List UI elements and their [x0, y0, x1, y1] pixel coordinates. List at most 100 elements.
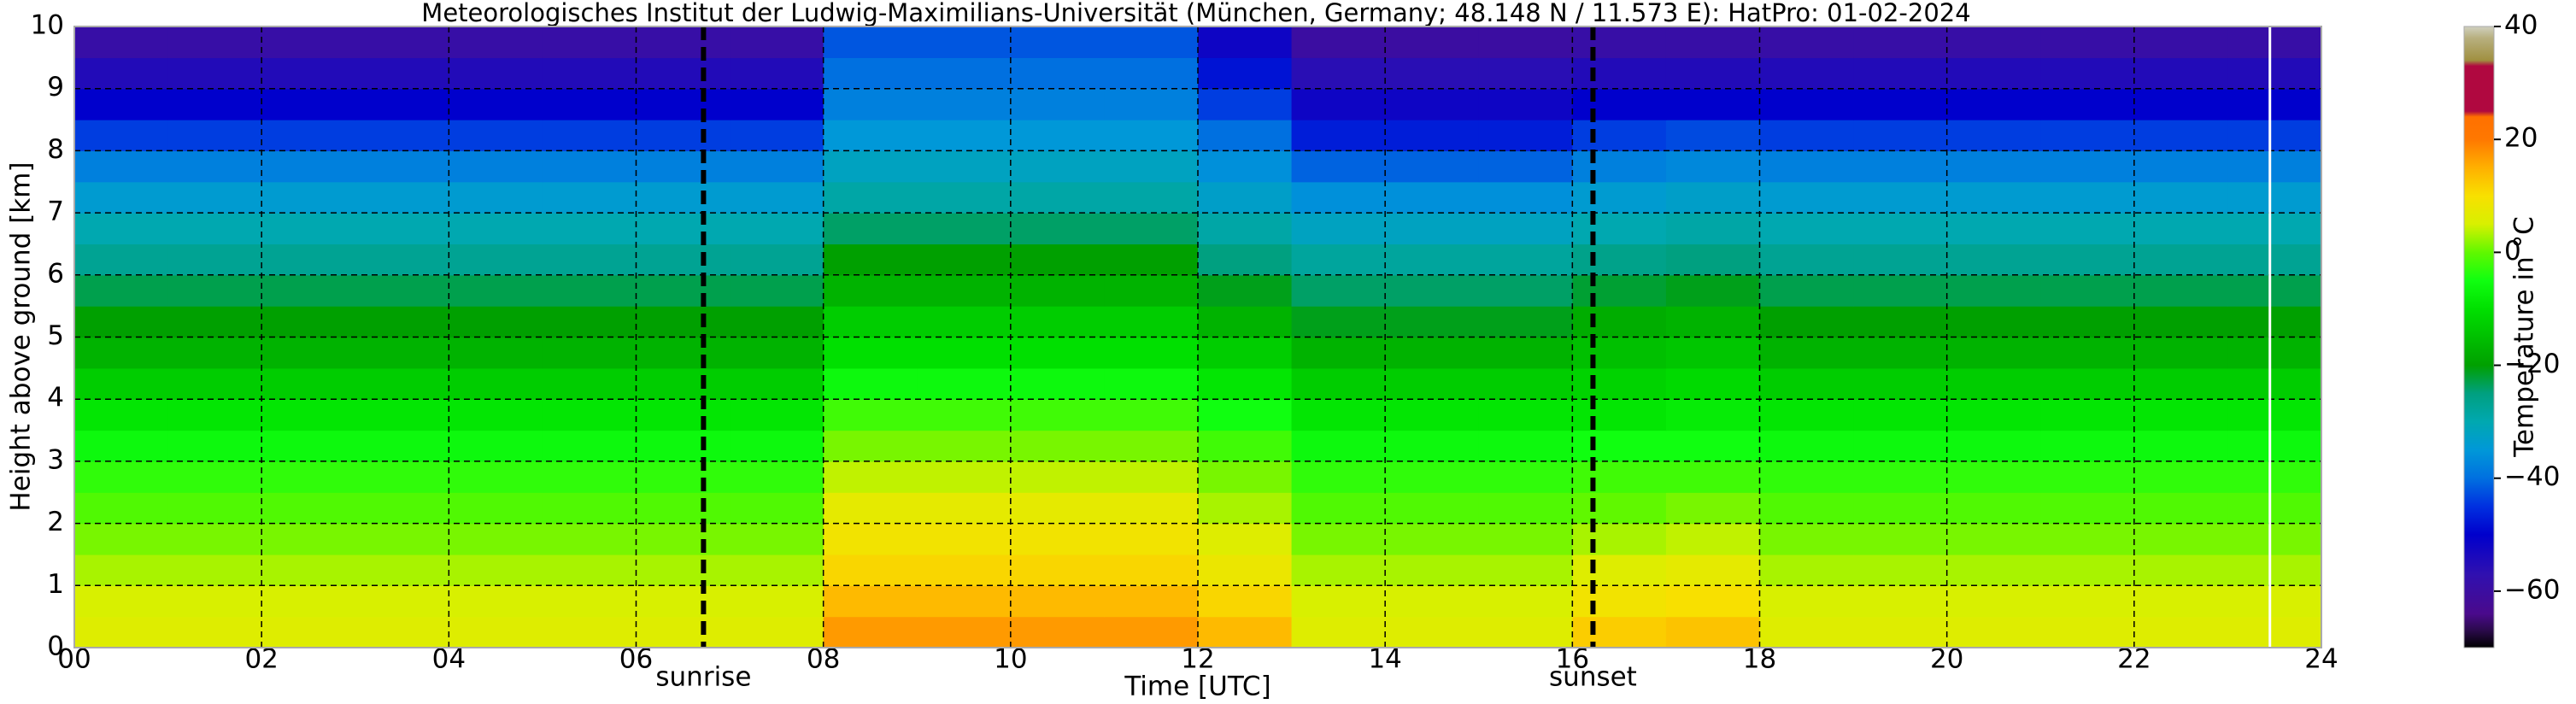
heatmap-cell	[2133, 243, 2229, 276]
heatmap-cell	[1385, 616, 1480, 648]
heatmap-cell	[636, 26, 731, 58]
heatmap-cell	[449, 243, 543, 276]
heatmap-cell	[823, 213, 918, 245]
heatmap-cell	[1478, 26, 1573, 58]
heatmap-cell	[823, 243, 918, 276]
heatmap-cell	[74, 367, 169, 400]
heatmap-cell	[1010, 243, 1106, 276]
heatmap-cell	[917, 57, 1012, 90]
y-tick-label: 4	[47, 383, 64, 414]
heatmap-cell	[1010, 367, 1106, 400]
heatmap-cell	[823, 585, 918, 618]
heatmap-cell	[1385, 306, 1480, 338]
heatmap-cell	[1853, 337, 1948, 369]
heatmap-cell	[730, 523, 824, 555]
heatmap-cell	[1853, 585, 1948, 618]
heatmap-cell	[2227, 430, 2322, 462]
heatmap-cell	[1759, 461, 1854, 493]
heatmap-cell	[449, 120, 543, 151]
heatmap-cell	[2133, 492, 2229, 525]
heatmap-cell	[1853, 57, 1948, 90]
heatmap-cell	[1946, 274, 2041, 307]
heatmap-cell	[261, 88, 356, 120]
heatmap-cell	[730, 430, 824, 462]
heatmap-cell	[261, 306, 356, 338]
heatmap-cell	[636, 492, 731, 525]
heatmap-cell	[917, 616, 1012, 648]
heatmap-cell	[1478, 554, 1573, 586]
heatmap-cell	[355, 585, 449, 618]
heatmap-cell	[823, 150, 918, 183]
colorbar-tick-label: −40	[2504, 461, 2560, 492]
heatmap-cell	[167, 367, 262, 400]
heatmap-cell	[730, 367, 824, 400]
heatmap-cell	[1010, 88, 1106, 120]
heatmap-cell	[542, 492, 637, 525]
heatmap-cell	[1946, 243, 2041, 276]
heatmap-cell	[1198, 150, 1293, 183]
heatmap-cell	[74, 337, 169, 369]
heatmap-cell	[1478, 88, 1573, 120]
heatmap-cell	[1385, 399, 1480, 431]
heatmap-cell	[1478, 120, 1573, 151]
heatmap-cell	[1665, 26, 1761, 58]
heatmap-cell	[1385, 57, 1480, 90]
x-tick-label: 24	[2304, 644, 2338, 675]
heatmap-cell	[1291, 150, 1386, 183]
heatmap-cell	[1759, 150, 1854, 183]
heatmap-cell	[1946, 120, 2041, 151]
heatmap-cell	[1478, 181, 1573, 214]
heatmap-cell	[1853, 554, 1948, 586]
heatmap-cell	[1759, 274, 1854, 307]
x-tick-label: 18	[1743, 644, 1776, 675]
heatmap-cell	[542, 150, 637, 183]
heatmap-cell	[636, 306, 731, 338]
heatmap-cell	[917, 399, 1012, 431]
heatmap-cell	[542, 430, 637, 462]
heatmap-cell	[449, 150, 543, 183]
colorbar-tick-label: −60	[2504, 574, 2560, 605]
heatmap-cell	[449, 213, 543, 245]
heatmap-cell	[2133, 616, 2229, 648]
heatmap-cell	[730, 585, 824, 618]
heatmap-cell	[1198, 26, 1293, 58]
heatmap-cell	[1198, 306, 1293, 338]
heatmap-cell	[74, 492, 169, 525]
heatmap-cell	[636, 430, 731, 462]
heatmap-cell	[1104, 57, 1199, 90]
heatmap-cell	[74, 57, 169, 90]
heatmap-cell	[2133, 213, 2229, 245]
heatmap-cell	[823, 337, 918, 369]
heatmap-cell	[823, 274, 918, 307]
y-tick-label: 3	[47, 444, 64, 475]
heatmap-cell	[1010, 57, 1106, 90]
heatmap-cell	[1853, 26, 1948, 58]
heatmap-cell	[1572, 554, 1667, 586]
heatmap-cell	[730, 26, 824, 58]
heatmap-cell	[2227, 492, 2322, 525]
heatmap-cell	[1759, 585, 1854, 618]
heatmap-cell	[2227, 554, 2322, 586]
heatmap-cell	[1198, 523, 1293, 555]
heatmap-cell	[261, 213, 356, 245]
heatmap-cell	[261, 337, 356, 369]
heatmap-cell	[1104, 461, 1199, 493]
heatmap-cell	[823, 120, 918, 151]
heatmap-cell	[449, 430, 543, 462]
heatmap-cell	[917, 337, 1012, 369]
heatmap-cell	[74, 150, 169, 183]
heatmap-cell	[917, 523, 1012, 555]
heatmap-cell	[823, 88, 918, 120]
heatmap-cell	[2133, 430, 2229, 462]
heatmap-cell	[2227, 120, 2322, 151]
heatmap-cell	[355, 181, 449, 214]
heatmap-cell	[1291, 461, 1386, 493]
heatmap-cell	[636, 399, 731, 431]
heatmap-cell	[1198, 585, 1293, 618]
heatmap-cell	[1946, 306, 2041, 338]
heatmap-cell	[1010, 337, 1106, 369]
heatmap-cell	[1665, 585, 1761, 618]
heatmap-cell	[1198, 181, 1293, 214]
heatmap-cell	[355, 337, 449, 369]
